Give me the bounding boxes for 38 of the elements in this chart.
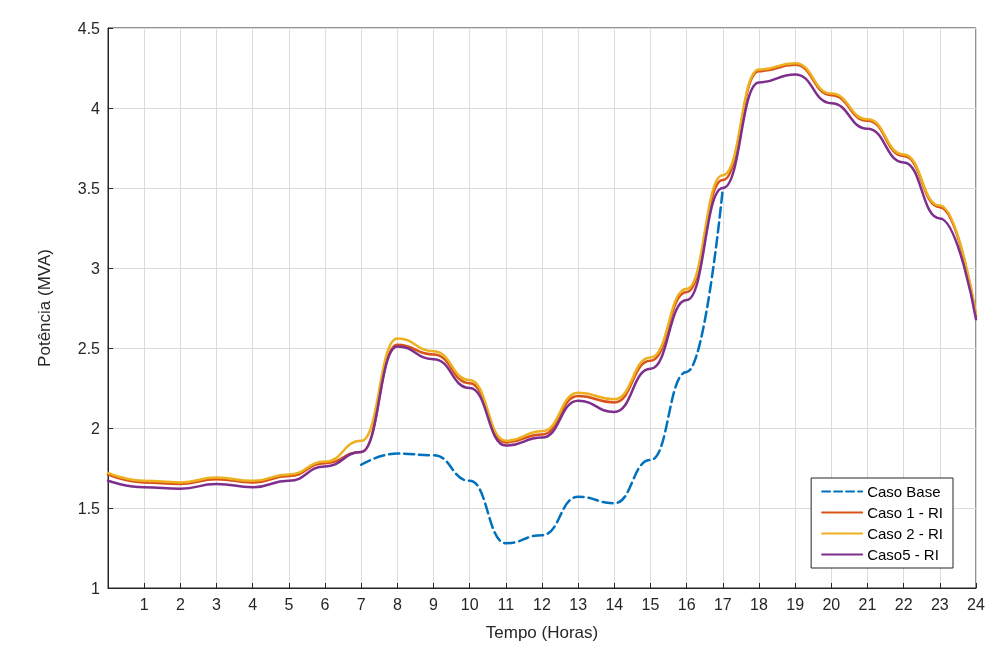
x-tick-label: 15 — [641, 595, 660, 613]
x-tick-label: 6 — [320, 595, 330, 613]
x-tick-label: 5 — [284, 595, 294, 613]
x-tick-label: 11 — [497, 595, 515, 613]
y-tick-label: 3.5 — [77, 179, 101, 197]
x-tick-label: 21 — [858, 595, 877, 613]
x-tick-label: 16 — [677, 595, 696, 613]
x-tick-label: 13 — [569, 595, 588, 613]
legend-label: Caso5 - RI — [867, 546, 939, 563]
x-tick-label: 22 — [894, 595, 913, 613]
y-tick-label: 4 — [91, 99, 101, 117]
x-tick-label: 7 — [356, 595, 366, 613]
y-tick-label: 4.5 — [77, 19, 101, 37]
y-tick-label: 3 — [91, 259, 101, 277]
x-tick-label: 14 — [605, 595, 624, 613]
x-tick-label: 9 — [429, 595, 439, 613]
y-tick-label: 2 — [91, 419, 101, 437]
x-tick-label: 10 — [460, 595, 479, 613]
x-tick-label: 19 — [786, 595, 805, 613]
x-tick-label: 8 — [392, 595, 402, 613]
legend-label: Caso 2 - RI — [867, 525, 943, 542]
x-tick-label: 3 — [212, 595, 222, 613]
x-tick-label: 24 — [967, 595, 985, 613]
x-tick-label: 18 — [750, 595, 768, 613]
legend-label: Caso Base — [867, 483, 941, 500]
x-tick-label: 17 — [713, 595, 732, 613]
y-tick-label: 1 — [91, 579, 101, 597]
x-tick-label: 20 — [822, 595, 841, 613]
x-tick-label: 1 — [139, 595, 149, 613]
x-tick-label: 12 — [533, 595, 551, 613]
x-tick-label: 23 — [930, 595, 949, 613]
y-tick-label: 1.5 — [77, 499, 101, 517]
y-axis-title: Potência (MVA) — [35, 249, 54, 367]
y-tick-label: 2.5 — [77, 339, 101, 357]
legend-label: Caso 1 - RI — [867, 504, 943, 521]
x-axis-title: Tempo (Horas) — [485, 623, 599, 642]
x-tick-label: 4 — [248, 595, 258, 613]
x-tick-label: 2 — [175, 595, 185, 613]
